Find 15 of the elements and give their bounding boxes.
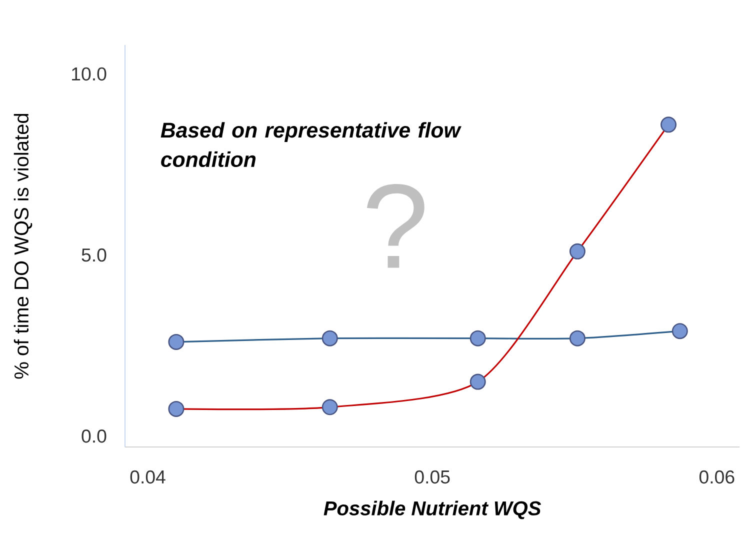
point	[168, 334, 184, 350]
annotation: Based on representative flow condition	[160, 122, 462, 168]
y-tick-label: 0.0	[82, 430, 106, 443]
y-axis-title: % of time DO WQS is violated	[14, 114, 32, 379]
point	[672, 323, 688, 340]
annotation: ?	[367, 184, 424, 268]
point	[322, 330, 338, 346]
point	[569, 330, 586, 346]
y-tick-label: 5.0	[82, 248, 106, 262]
x-tick-label: 0.05	[414, 470, 450, 484]
point	[470, 330, 486, 346]
y-tick-label: 10.0	[72, 67, 106, 81]
x-axis-title: Possible Nutrient WQS	[324, 500, 542, 520]
x-tick-label: 0.04	[130, 470, 166, 484]
x-tick-label: 0.06	[699, 470, 734, 484]
